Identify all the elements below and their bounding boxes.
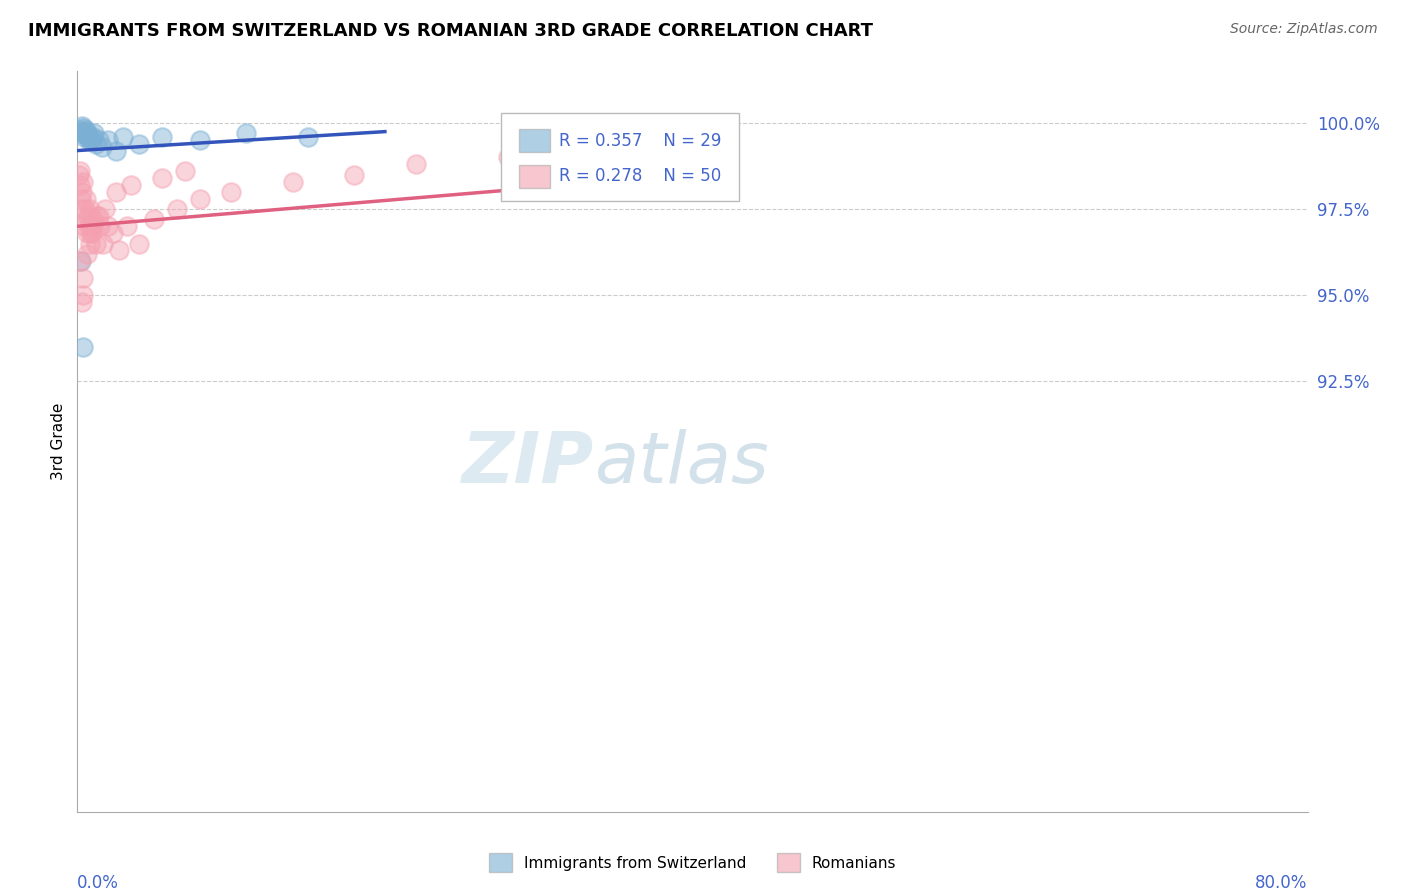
Point (93, 236, 115, 251)
Point (219, 185, 242, 199)
Point (77, 219, 100, 234)
Point (115, 219, 138, 234)
Point (82, 129, 104, 144)
Point (174, 164, 197, 178)
Text: Source: ZipAtlas.com: Source: ZipAtlas.com (1230, 22, 1378, 37)
Point (79, 129, 101, 144)
Point (143, 212, 166, 227)
Point (128, 136, 150, 151)
Point (281, 175, 304, 189)
Point (72, 175, 94, 189)
Point (69, 253, 91, 268)
Point (69, 126, 91, 140)
Point (496, 151, 519, 165)
Point (86, 209, 108, 223)
Point (76, 212, 98, 227)
Point (80, 226, 103, 240)
Legend: Immigrants from Switzerland, Romanians: Immigrants from Switzerland, Romanians (482, 847, 903, 878)
Point (94, 202, 117, 216)
Point (73, 219, 96, 234)
Point (83, 126, 105, 140)
Point (235, 126, 257, 140)
Point (70, 253, 93, 268)
Point (72, 340, 94, 354)
Point (90, 140, 114, 154)
Point (79, 226, 101, 240)
Point (75, 192, 97, 206)
Point (72, 271, 94, 285)
Point (72, 121, 94, 136)
Point (120, 178, 142, 192)
Point (77, 129, 100, 144)
Text: 0.0%: 0.0% (77, 873, 120, 892)
Point (70, 120, 93, 134)
Point (188, 133, 212, 147)
Point (104, 144, 127, 158)
Point (72, 126, 94, 140)
Point (82, 212, 104, 227)
Point (188, 192, 212, 206)
Point (69, 164, 91, 178)
Point (76, 128, 98, 142)
Point (87, 209, 110, 223)
Point (83, 219, 105, 234)
Point (84, 236, 107, 251)
Point (79, 202, 101, 216)
Point (72, 202, 94, 216)
Point (70, 295, 93, 310)
Point (73, 125, 96, 139)
Point (97, 219, 120, 234)
Point (70, 192, 93, 206)
Point (89, 219, 111, 234)
Point (79, 236, 101, 251)
Point (67, 168, 90, 182)
Text: atlas: atlas (595, 429, 769, 499)
Point (343, 168, 366, 182)
Point (69, 123, 91, 137)
Point (76, 126, 98, 140)
Point (73, 129, 96, 144)
Point (70, 185, 93, 199)
Point (128, 236, 150, 251)
Point (150, 171, 173, 186)
Point (112, 129, 135, 144)
Text: R = 0.357    N = 29: R = 0.357 N = 29 (558, 131, 721, 150)
Point (101, 226, 124, 240)
Point (150, 129, 173, 144)
Point (73, 202, 96, 216)
Point (297, 129, 319, 144)
Point (80, 133, 103, 147)
Text: ZIP: ZIP (461, 429, 595, 499)
Point (76, 226, 98, 240)
Point (77, 133, 100, 147)
Text: R = 0.278    N = 50: R = 0.278 N = 50 (558, 167, 721, 186)
Y-axis label: 3rd Grade: 3rd Grade (51, 403, 66, 480)
Text: 80.0%: 80.0% (1256, 873, 1308, 892)
Point (166, 202, 188, 216)
Point (104, 185, 127, 199)
Point (405, 157, 427, 171)
Point (80, 219, 103, 234)
Point (82, 219, 104, 234)
Text: IMMIGRANTS FROM SWITZERLAND VS ROMANIAN 3RD GRADE CORRELATION CHART: IMMIGRANTS FROM SWITZERLAND VS ROMANIAN … (28, 22, 873, 40)
Point (87, 133, 110, 147)
Point (76, 247, 98, 261)
Point (75, 123, 97, 137)
Point (84, 136, 107, 151)
Point (77, 209, 100, 223)
Point (72, 288, 94, 302)
Point (108, 244, 131, 258)
Point (69, 178, 91, 192)
Point (97, 133, 120, 147)
